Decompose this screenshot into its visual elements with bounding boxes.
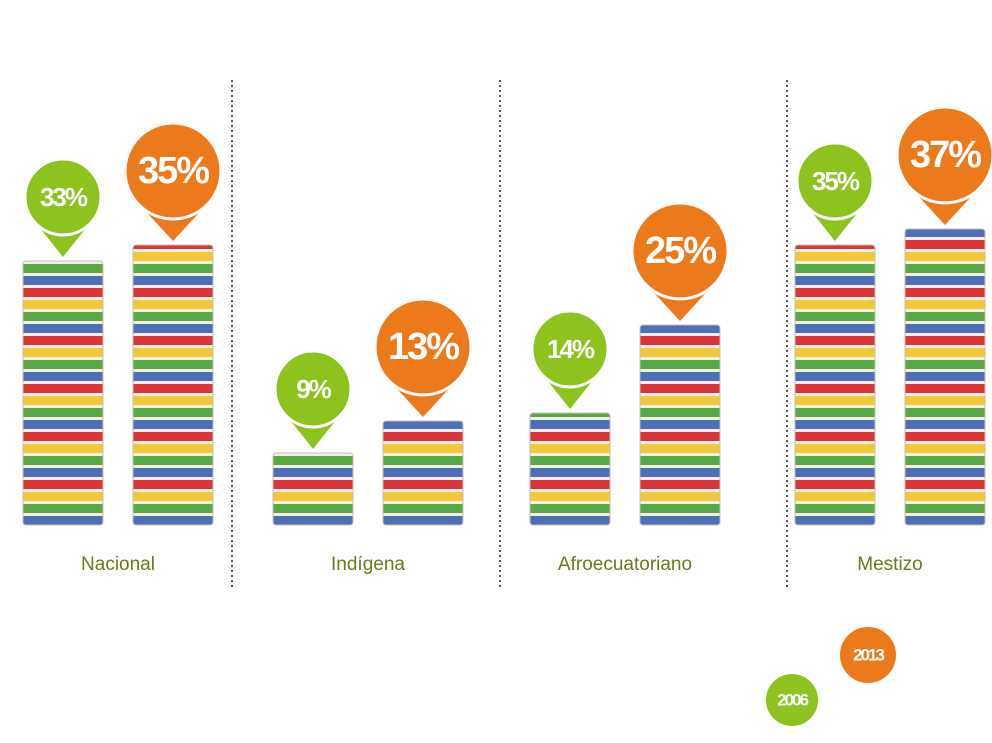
category-label: Indígena — [331, 554, 405, 575]
book-stack — [382, 420, 464, 526]
value-label: 14% — [547, 334, 595, 364]
pin — [795, 141, 875, 221]
pin — [630, 201, 730, 301]
category-label: Mestizo — [857, 554, 922, 575]
category-label: Afroecuatoriano — [558, 554, 692, 575]
legend-marker — [762, 670, 822, 730]
book-stack — [22, 260, 104, 526]
category-label: Nacional — [81, 554, 155, 575]
book-stack — [639, 324, 721, 526]
legend-marker — [836, 623, 900, 687]
pin — [273, 349, 353, 429]
book-stack — [132, 244, 214, 526]
legend-label: 2006 — [777, 690, 808, 709]
pin — [123, 121, 223, 221]
value-label: 35% — [812, 166, 860, 196]
book-stack — [904, 228, 986, 526]
value-label: 33% — [40, 182, 88, 212]
value-label: 25% — [645, 230, 716, 272]
legend-label: 2013 — [853, 645, 884, 664]
book-stack — [794, 244, 876, 526]
pin — [373, 297, 473, 397]
pin — [895, 105, 992, 205]
book-stack — [272, 452, 354, 526]
value-label: 35% — [138, 150, 209, 192]
pin — [530, 309, 610, 389]
value-label: 9% — [296, 374, 331, 404]
pin — [23, 157, 103, 237]
value-label: 37% — [910, 134, 981, 176]
book-stack — [529, 412, 611, 526]
value-label: 13% — [388, 326, 459, 368]
